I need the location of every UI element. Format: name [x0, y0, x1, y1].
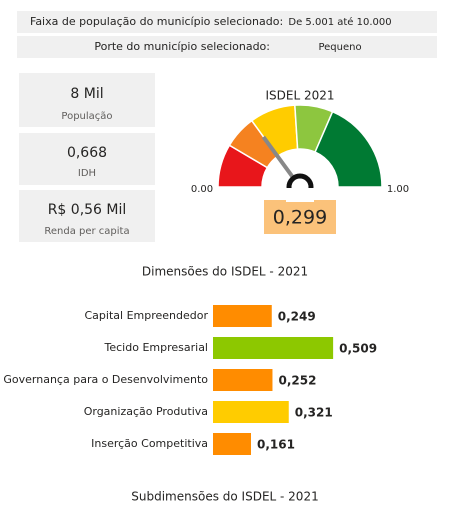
gauge-value-label: 0,299: [273, 207, 327, 229]
value-label: 0,321: [295, 406, 333, 420]
value-label: 0,509: [339, 342, 377, 356]
gauge-tick-label: 1.00: [387, 184, 409, 195]
card-value: 0,668: [67, 145, 107, 161]
gauge-mask: [286, 188, 314, 202]
bar: [213, 337, 334, 359]
value-label: 0,161: [257, 438, 295, 452]
header-value: Pequeno: [318, 42, 361, 53]
section-title: Subdimensões do ISDEL - 2021: [131, 490, 318, 504]
gauge-value-box: [264, 200, 336, 234]
value-label: 0,252: [278, 374, 316, 388]
category-label: Governança para o Desenvolvimento: [3, 373, 208, 386]
gauge-tick-label: 0.00: [191, 184, 213, 195]
header-label: Porte do município selecionado:: [94, 40, 270, 53]
category-label: Organização Produtiva: [84, 405, 208, 418]
card-label: Renda per capita: [44, 226, 129, 237]
value-label: 0,249: [278, 310, 316, 324]
header-label: Faixa de população do município selecion…: [30, 15, 283, 28]
bar: [213, 369, 273, 391]
bar: [213, 401, 289, 423]
header-row: [17, 36, 437, 58]
bar: [213, 305, 272, 327]
chart-title: Dimensões do ISDEL - 2021: [142, 265, 308, 279]
header-value: De 5.001 até 10.000: [288, 16, 391, 28]
card-value: 8 Mil: [70, 86, 103, 102]
card: [19, 73, 155, 127]
category-label: Inserção Competitiva: [91, 437, 208, 450]
category-label: Tecido Empresarial: [104, 341, 208, 354]
header-row: [17, 11, 437, 33]
card: [19, 190, 155, 242]
card-label: IDH: [78, 168, 96, 179]
gauge-band: [314, 110, 383, 188]
gauge-title: ISDEL 2021: [265, 89, 334, 103]
card-value: R$ 0,56 Mil: [48, 202, 127, 218]
card: [19, 133, 155, 185]
card-label: População: [61, 111, 112, 122]
bar: [213, 433, 251, 455]
category-label: Capital Empreendedor: [85, 309, 209, 322]
gauge-needle: [261, 135, 296, 181]
